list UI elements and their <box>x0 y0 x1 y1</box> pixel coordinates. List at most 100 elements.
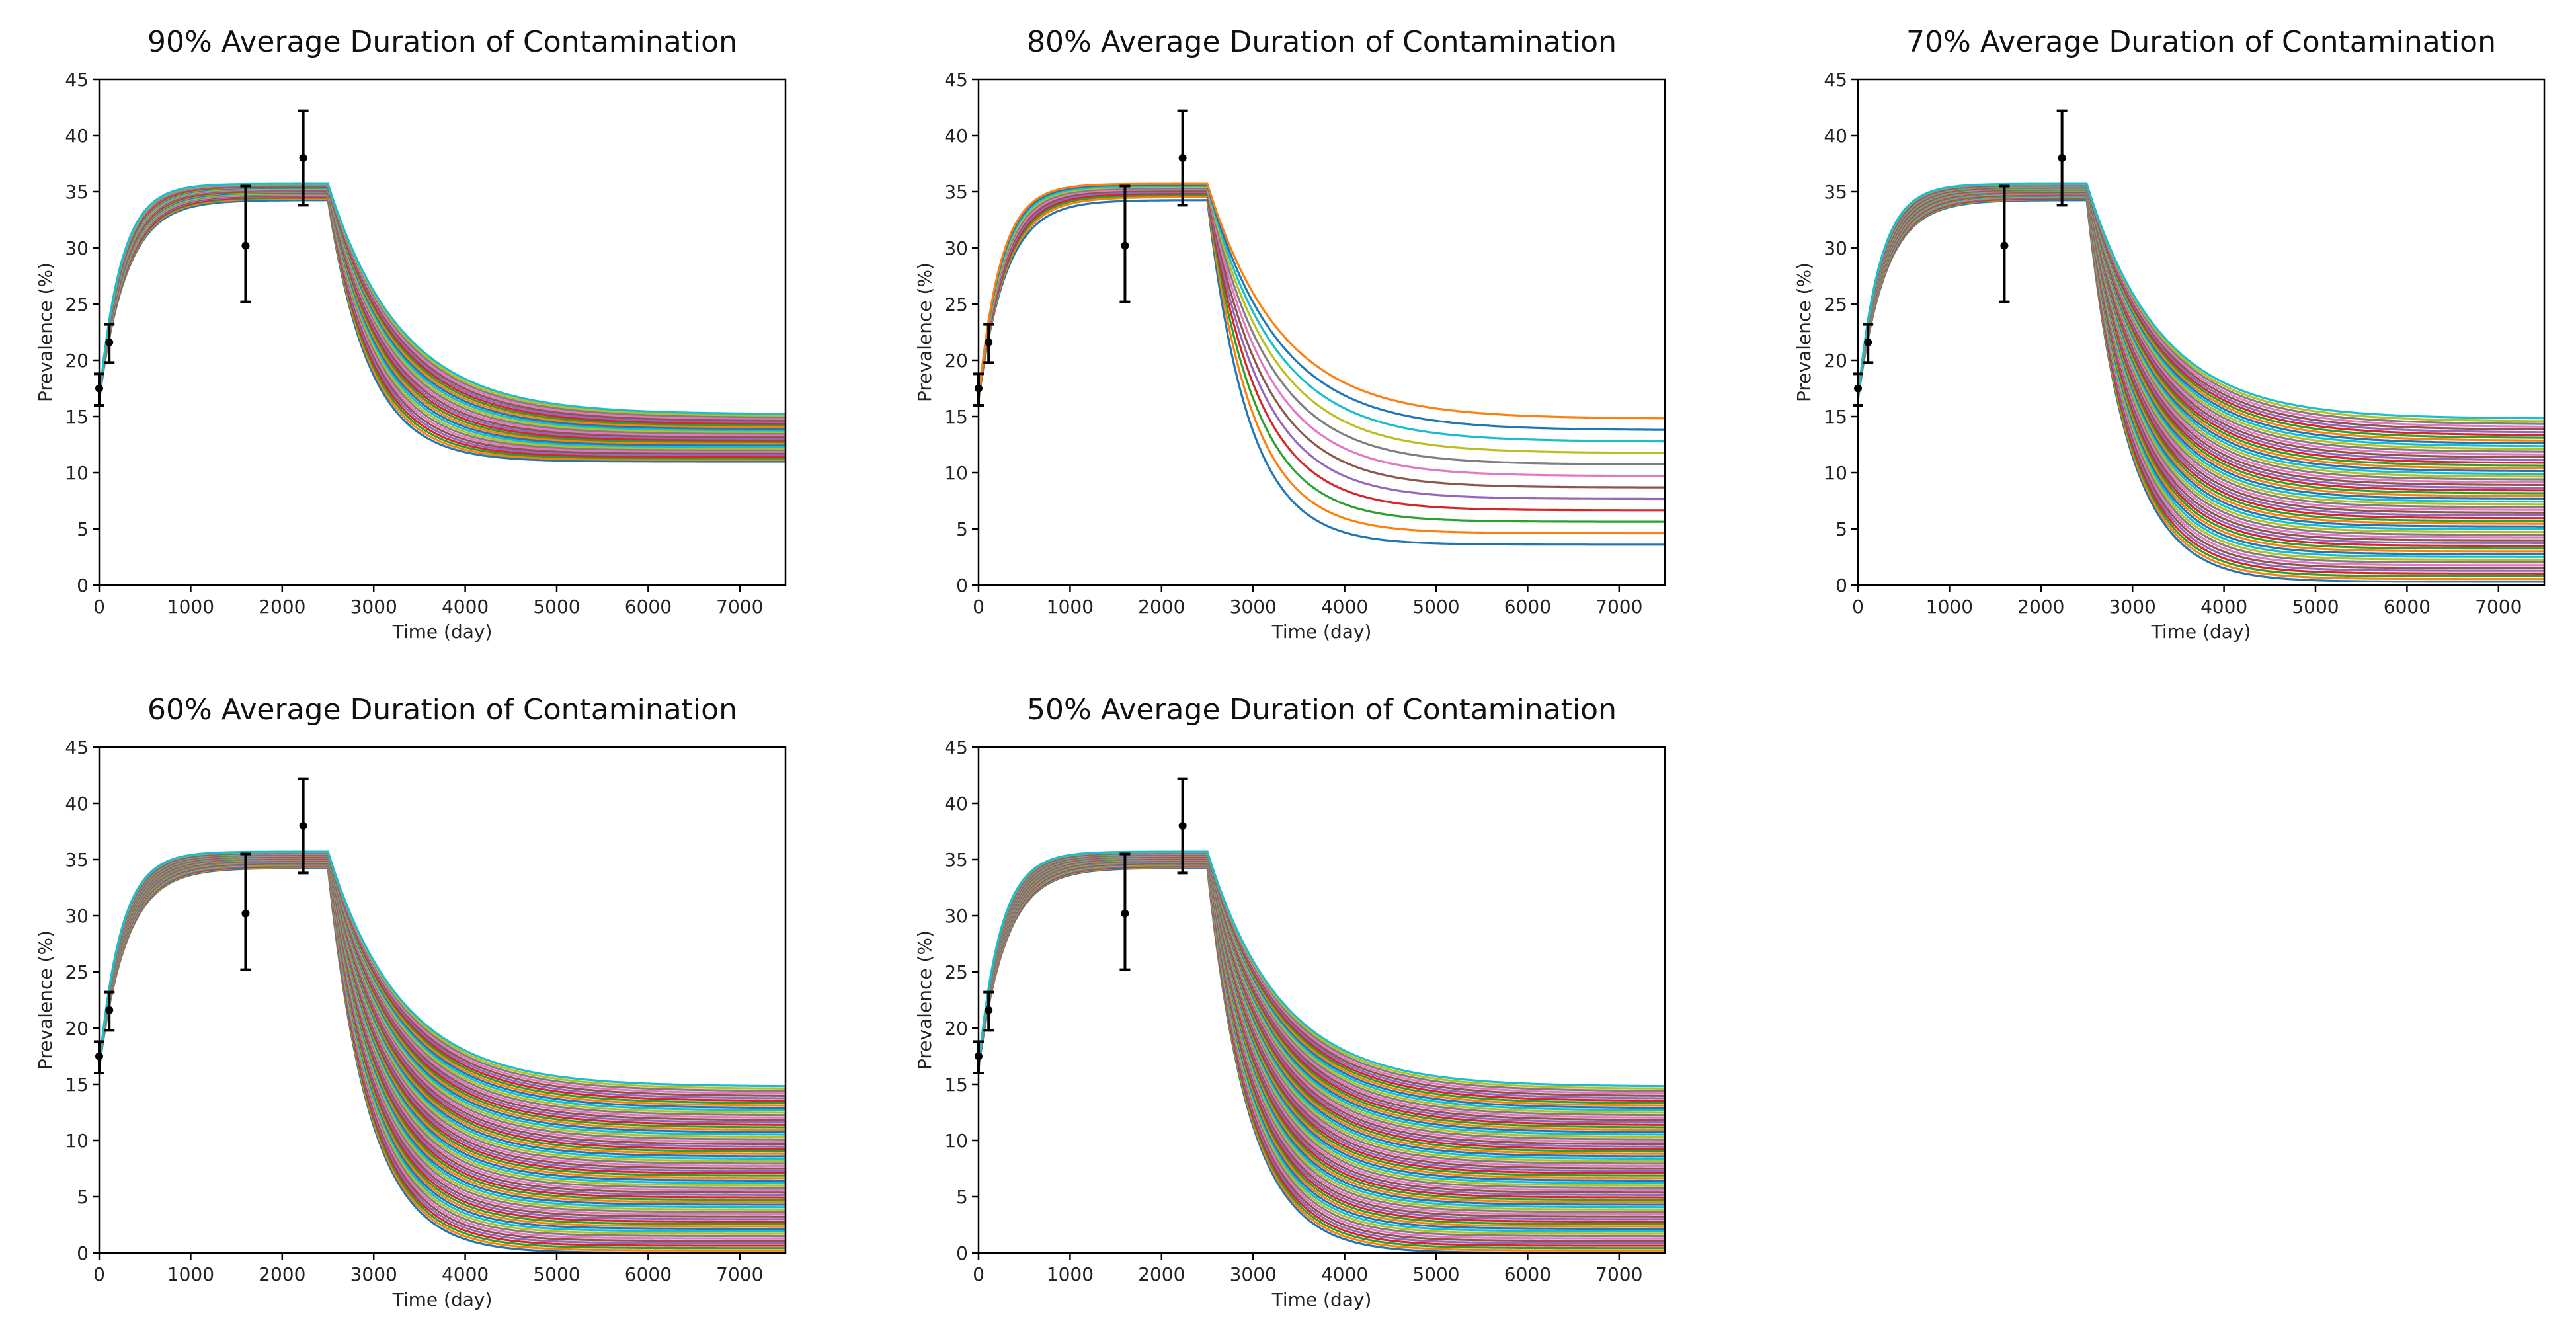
chart-panel-50: 50% Average Duration of Contamination 0 5 1… <box>879 668 1739 1316</box>
observation-point <box>104 323 115 364</box>
y-tick-label: 30 <box>65 905 89 927</box>
y-tick-label: 45 <box>65 69 89 91</box>
series-line <box>99 850 785 1088</box>
y-tick-label: 20 <box>944 1018 968 1039</box>
chart-svg: 80% Average Duration of Contamination 0 5 1… <box>914 25 1666 643</box>
chart-svg: 60% Average Duration of Contamination 0 5 1… <box>34 693 787 1310</box>
y-tick-label: 0 <box>77 1242 89 1264</box>
x-tick-label: 4000 <box>2200 596 2247 618</box>
observation-marker <box>985 338 993 346</box>
x-tick-label: 2000 <box>1138 1264 1185 1285</box>
y-tick-label: 0 <box>77 575 89 596</box>
y-tick-label: 20 <box>65 350 89 372</box>
y-axis-label: Prevalence (%) <box>914 262 936 402</box>
observation-point <box>1177 777 1188 875</box>
series-line <box>99 190 785 443</box>
x-tick-label: 2000 <box>259 1264 305 1285</box>
series-line <box>979 184 1665 443</box>
x-tick-label: 1000 <box>1926 596 1973 618</box>
y-tick-label: 30 <box>944 237 968 259</box>
series-line <box>1858 182 2544 420</box>
y-tick-label: 20 <box>1824 350 1847 372</box>
series-line <box>1858 188 2544 486</box>
plot-frame <box>977 78 1666 586</box>
chart-title: 60% Average Duration of Contamination <box>147 693 737 727</box>
series-line <box>979 192 1665 512</box>
x-tick-label: 4000 <box>1321 596 1368 618</box>
y-tick-label: 10 <box>944 1130 968 1152</box>
x-tick-label: 6000 <box>625 1264 672 1285</box>
chart-svg: 70% Average Duration of Contamination 0 5 1… <box>1793 25 2546 643</box>
x-axis-label: Time (day) <box>392 1289 493 1310</box>
x-tick-label: 7000 <box>1595 1264 1642 1285</box>
y-tick-label: 35 <box>944 849 968 871</box>
x-tick-label: 6000 <box>1504 1264 1551 1285</box>
series-group <box>99 850 785 1253</box>
y-axis-label: Prevalence (%) <box>34 930 56 1070</box>
series-line <box>979 194 1665 523</box>
observation-point <box>298 777 309 875</box>
x-tick-label: 3000 <box>1230 596 1277 618</box>
y-tick-label: 25 <box>1824 294 1847 315</box>
y-tick-label: 40 <box>944 125 968 147</box>
observation-marker <box>1121 241 1129 250</box>
x-tick-label: 5000 <box>533 1264 580 1285</box>
y-tick-label: 45 <box>1824 69 1847 91</box>
plot-frame <box>977 746 1666 1254</box>
y-tick-label: 15 <box>65 406 89 428</box>
x-tick-label: 1000 <box>1047 596 1094 618</box>
chart-panel-70: 70% Average Duration of Contamination 0 5 1… <box>1759 0 2576 648</box>
observation-marker <box>241 909 250 918</box>
x-tick-label: 4000 <box>442 596 489 618</box>
y-tick-label: 30 <box>65 237 89 259</box>
series-line <box>979 850 1665 1088</box>
x-tick-label: 5000 <box>533 596 580 618</box>
series-group <box>1858 182 2544 583</box>
observation-point <box>104 990 115 1032</box>
x-tick-label: 3000 <box>350 1264 397 1285</box>
chart-svg: 90% Average Duration of Contamination 0 5 1… <box>34 25 787 643</box>
x-tick-label: 1000 <box>1047 1264 1094 1285</box>
y-tick-label: 20 <box>944 350 968 372</box>
x-tick-label: 0 <box>93 596 105 618</box>
x-tick-label: 5000 <box>1412 596 1459 618</box>
chart-title: 80% Average Duration of Contamination <box>1027 25 1617 59</box>
observation-point <box>1999 184 2010 303</box>
y-tick-label: 5 <box>77 518 89 540</box>
y-tick-label: 10 <box>944 462 968 484</box>
x-tick-label: 6000 <box>1504 596 1551 618</box>
series-line <box>979 186 1665 454</box>
y-tick-label: 15 <box>65 1074 89 1096</box>
x-axis-label: Time (day) <box>392 621 493 643</box>
y-tick-label: 0 <box>956 1242 968 1264</box>
y-tick-label: 40 <box>1824 125 1847 147</box>
x-tick-label: 1000 <box>167 1264 214 1285</box>
x-tick-label: 3000 <box>350 596 397 618</box>
y-tick-label: 0 <box>1835 575 1847 596</box>
observation-marker <box>1178 822 1187 830</box>
series-group <box>99 182 785 463</box>
observation-point <box>240 852 251 971</box>
observation-marker <box>1864 338 1872 346</box>
observation-point <box>1177 109 1188 207</box>
y-tick-label: 5 <box>956 1186 968 1208</box>
y-tick-label: 0 <box>956 575 968 596</box>
series-line <box>1858 186 2544 467</box>
observation-point <box>240 184 251 303</box>
x-tick-label: 4000 <box>1321 1264 1368 1285</box>
y-tick-label: 25 <box>944 294 968 315</box>
series-line <box>979 196 1665 535</box>
x-tick-label: 0 <box>973 596 985 618</box>
observation-marker <box>2000 241 2009 250</box>
series-line <box>1858 183 2544 425</box>
x-axis-label: Time (day) <box>1271 621 1372 643</box>
y-tick-label: 5 <box>77 1186 89 1208</box>
series-line <box>99 182 785 415</box>
series-line <box>979 199 1665 546</box>
y-tick-label: 10 <box>1824 462 1847 484</box>
x-tick-label: 4000 <box>442 1264 489 1285</box>
chart-panel-80: 80% Average Duration of Contamination 0 5 1… <box>879 0 1739 648</box>
observation-marker <box>1178 154 1187 162</box>
y-axis-label: Prevalence (%) <box>1793 262 1815 402</box>
y-tick-label: 15 <box>1824 406 1847 428</box>
